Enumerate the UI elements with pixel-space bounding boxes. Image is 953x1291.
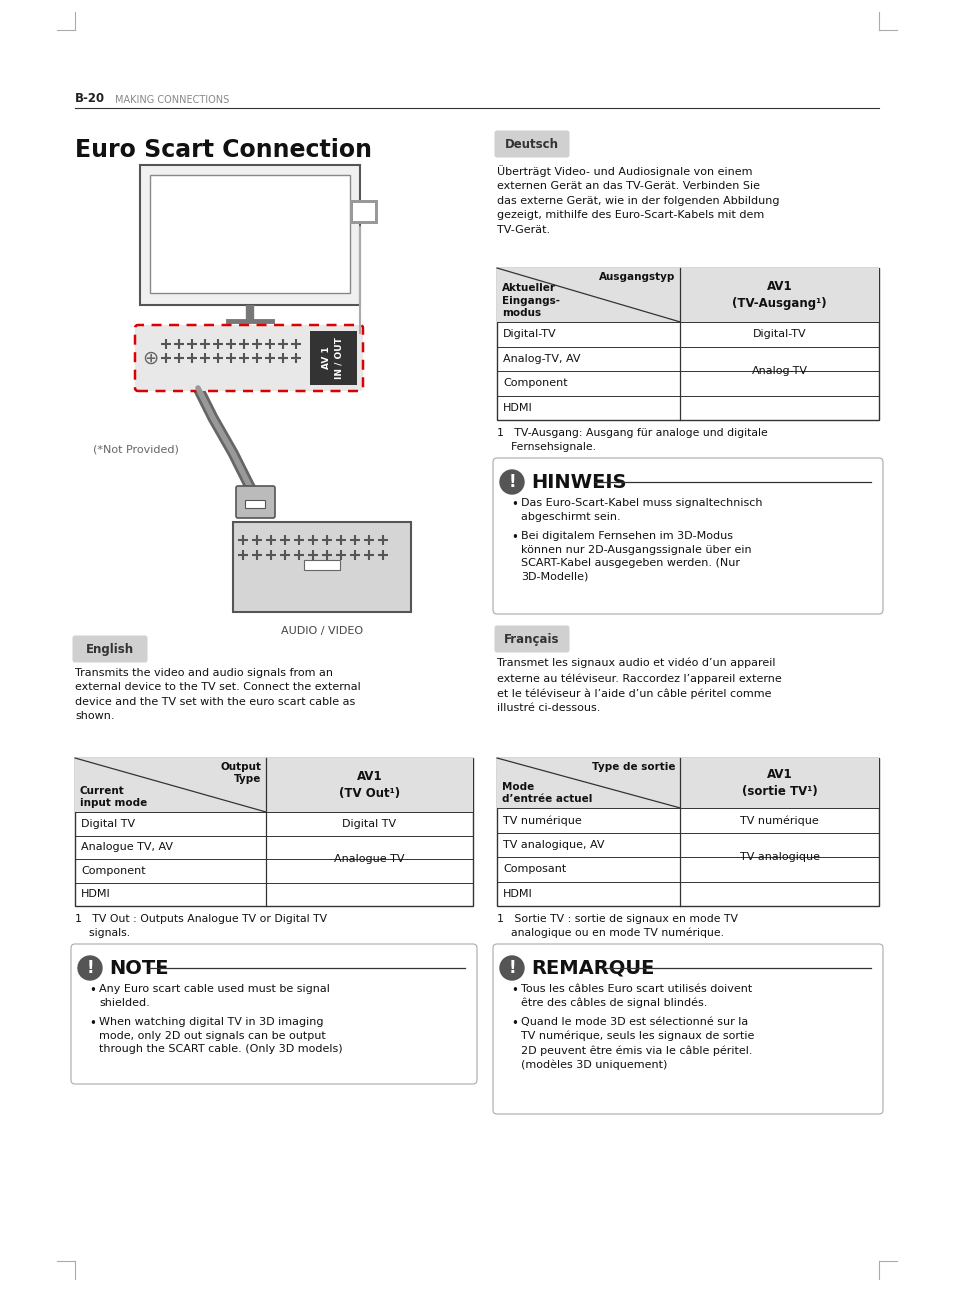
Text: B-20: B-20: [75, 92, 105, 105]
Text: Euro Scart Connection: Euro Scart Connection: [75, 138, 372, 161]
Text: TV numérique: TV numérique: [502, 815, 581, 825]
Bar: [497, 269, 878, 420]
Text: AV1
(TV-Ausgang¹): AV1 (TV-Ausgang¹): [732, 280, 826, 310]
Text: !: !: [508, 959, 516, 977]
Text: Analogue TV: Analogue TV: [334, 855, 404, 864]
Text: Tous les câbles Euro scart utilisés doivent
être des câbles de signal blindés.: Tous les câbles Euro scart utilisés doiv…: [520, 984, 752, 1008]
Text: •: •: [511, 984, 517, 997]
Text: Transmits the video and audio signals from an
external device to the TV set. Con: Transmits the video and audio signals fr…: [75, 667, 360, 722]
Text: Digital-TV: Digital-TV: [502, 329, 556, 340]
Text: HDMI: HDMI: [502, 403, 532, 413]
Bar: [150, 176, 350, 293]
Text: Digital TV: Digital TV: [342, 818, 396, 829]
FancyBboxPatch shape: [135, 325, 363, 391]
Circle shape: [499, 470, 523, 494]
FancyBboxPatch shape: [494, 130, 569, 158]
FancyBboxPatch shape: [493, 458, 882, 615]
Text: Überträgt Video- und Audiosignale von einem
externen Gerät an das TV-Gerät. Verb: Überträgt Video- und Audiosignale von ei…: [497, 165, 779, 235]
Text: 1   TV Out : Outputs Analogue TV or Digital TV
    signals.: 1 TV Out : Outputs Analogue TV or Digita…: [75, 914, 327, 937]
Text: AV1
(TV Out¹): AV1 (TV Out¹): [338, 769, 399, 800]
Bar: [353, 203, 375, 221]
Bar: [233, 522, 411, 612]
FancyBboxPatch shape: [235, 485, 274, 518]
Circle shape: [499, 957, 523, 980]
Text: NOTE: NOTE: [109, 958, 169, 977]
Bar: [497, 758, 878, 808]
Bar: [140, 165, 359, 305]
Text: !: !: [508, 473, 516, 491]
Bar: [304, 560, 339, 571]
FancyBboxPatch shape: [494, 626, 569, 652]
Text: •: •: [511, 1017, 517, 1030]
FancyBboxPatch shape: [71, 944, 476, 1084]
Text: ⊕: ⊕: [142, 349, 158, 368]
Text: When watching digital TV in 3D imaging
mode, only 2D out signals can be output
t: When watching digital TV in 3D imaging m…: [99, 1017, 342, 1055]
Text: Analog-TV, AV: Analog-TV, AV: [502, 354, 579, 364]
Text: •: •: [89, 984, 95, 997]
Text: 1   Sortie TV : sortie de signaux en mode TV
    analogique ou en mode TV numéri: 1 Sortie TV : sortie de signaux en mode …: [497, 914, 738, 939]
Text: AV 1
IN / OUT: AV 1 IN / OUT: [322, 337, 343, 380]
Text: Quand le mode 3D est sélectionné sur la
TV numérique, seuls les signaux de sorti: Quand le mode 3D est sélectionné sur la …: [520, 1017, 754, 1070]
Text: Output
Type: Output Type: [220, 762, 261, 785]
Text: REMARQUE: REMARQUE: [531, 958, 654, 977]
Text: Deutsch: Deutsch: [504, 138, 558, 151]
Text: Ausgangstyp: Ausgangstyp: [598, 272, 675, 281]
Text: Bei digitalem Fernsehen im 3D-Modus
können nur 2D-Ausgangssignale über ein
SCART: Bei digitalem Fernsehen im 3D-Modus könn…: [520, 531, 751, 582]
Text: AV1
(sortie TV¹): AV1 (sortie TV¹): [741, 768, 817, 798]
Text: Any Euro scart cable used must be signal
shielded.: Any Euro scart cable used must be signal…: [99, 984, 330, 1007]
Text: HDMI: HDMI: [502, 888, 532, 899]
Text: Type de sortie: Type de sortie: [591, 762, 675, 772]
Text: Component: Component: [81, 866, 146, 875]
Text: Analogue TV, AV: Analogue TV, AV: [81, 842, 172, 852]
Text: •: •: [511, 498, 517, 511]
Text: Digital TV: Digital TV: [81, 818, 135, 829]
Text: TV numérique: TV numérique: [740, 815, 819, 825]
Text: Composant: Composant: [502, 864, 566, 874]
Bar: [75, 758, 473, 812]
Text: !: !: [86, 959, 93, 977]
Text: AUDIO / VIDEO: AUDIO / VIDEO: [280, 626, 363, 636]
Text: MAKING CONNECTIONS: MAKING CONNECTIONS: [115, 96, 229, 105]
Text: Analog-TV: Analog-TV: [751, 367, 807, 376]
Text: Aktueller
Eingangs-
modus: Aktueller Eingangs- modus: [501, 283, 559, 318]
Text: Component: Component: [502, 378, 567, 389]
Text: TV analogique, AV: TV analogique, AV: [502, 839, 604, 849]
Bar: [245, 500, 265, 507]
Bar: [497, 758, 878, 906]
FancyBboxPatch shape: [493, 944, 882, 1114]
Text: (*Not Provided): (*Not Provided): [92, 445, 179, 454]
Bar: [310, 330, 356, 385]
Text: Français: Français: [504, 633, 559, 646]
Bar: [497, 269, 878, 321]
Text: English: English: [86, 643, 134, 656]
Bar: [350, 200, 377, 225]
Text: Current
input mode: Current input mode: [80, 786, 147, 808]
Text: Das Euro-Scart-Kabel muss signaltechnisch
abgeschirmt sein.: Das Euro-Scart-Kabel muss signaltechnisc…: [520, 498, 761, 522]
Text: HINWEIS: HINWEIS: [531, 473, 626, 492]
Circle shape: [78, 957, 102, 980]
Bar: [75, 758, 473, 906]
Text: TV analogique: TV analogique: [739, 852, 819, 862]
Text: •: •: [511, 531, 517, 544]
Text: HDMI: HDMI: [81, 889, 111, 900]
Text: Transmet les signaux audio et vidéo d’un appareil
externe au téléviseur. Raccord: Transmet les signaux audio et vidéo d’un…: [497, 658, 781, 713]
Text: Mode
d’entrée actuel: Mode d’entrée actuel: [501, 781, 592, 804]
Text: •: •: [89, 1017, 95, 1030]
FancyBboxPatch shape: [72, 635, 148, 662]
Text: 1   TV-Ausgang: Ausgang für analoge und digitale
    Fernsehsignale.: 1 TV-Ausgang: Ausgang für analoge und di…: [497, 429, 767, 452]
Text: Digital-TV: Digital-TV: [752, 329, 805, 340]
